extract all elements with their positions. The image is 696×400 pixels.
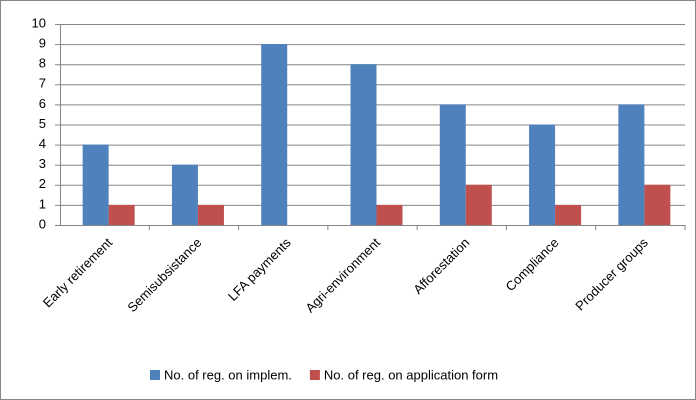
legend-label: No. of reg. on application form <box>324 367 498 382</box>
bar <box>529 124 556 225</box>
bar <box>555 204 582 225</box>
y-tick-label: 8 <box>39 56 46 71</box>
bar <box>108 204 135 225</box>
bar <box>465 184 492 225</box>
bar <box>376 204 403 225</box>
legend-swatch <box>309 370 320 380</box>
bar <box>350 64 377 225</box>
y-tick-label: 2 <box>39 176 46 191</box>
y-tick-label: 10 <box>32 15 46 30</box>
bar <box>197 204 224 225</box>
bar <box>618 104 645 225</box>
y-tick-label: 7 <box>39 76 46 91</box>
bar <box>439 104 466 225</box>
y-tick-label: 0 <box>39 216 46 231</box>
y-tick-label: 6 <box>39 96 46 111</box>
bar <box>261 44 288 225</box>
y-tick-label: 4 <box>39 136 46 151</box>
y-tick-label: 5 <box>39 116 46 131</box>
bar <box>644 184 671 225</box>
bar <box>171 164 198 225</box>
bar <box>82 144 109 225</box>
legend-swatch <box>150 370 160 380</box>
legend-label: No. of reg. on implem. <box>164 367 292 382</box>
y-tick-label: 3 <box>39 156 46 171</box>
y-tick-label: 1 <box>39 196 46 211</box>
y-tick-label: 9 <box>39 36 46 51</box>
